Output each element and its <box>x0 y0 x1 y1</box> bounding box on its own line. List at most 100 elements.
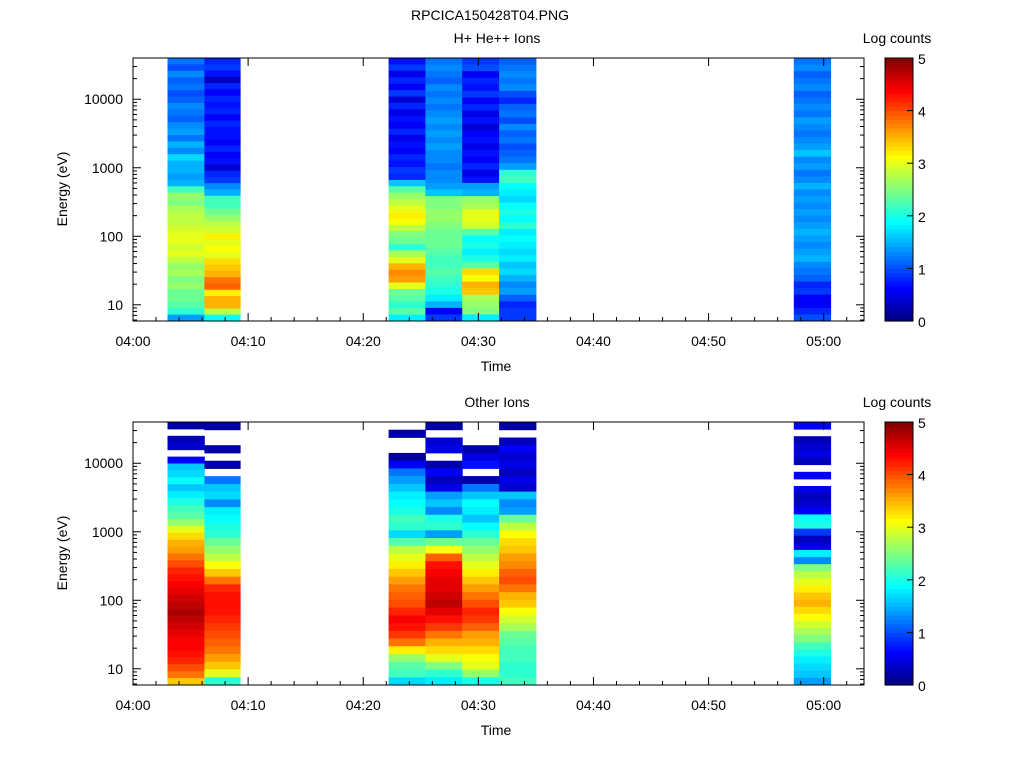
colorbar-segment <box>885 632 913 638</box>
heatmap-cell <box>388 669 426 678</box>
heatmap-cell <box>499 630 537 640</box>
heatmap-cell <box>425 84 463 92</box>
heatmap-cell <box>204 245 241 253</box>
heatmap-cell <box>793 443 832 451</box>
colorbar-segment <box>885 649 913 655</box>
x-tick-label: 04:20 <box>346 697 381 713</box>
colorbar-segment <box>885 553 913 559</box>
heatmap-cell <box>388 256 426 264</box>
heatmap-cell <box>425 445 463 454</box>
x-tick-label: 04:20 <box>346 333 381 349</box>
heatmap-cell <box>462 202 500 210</box>
colorbar-segment <box>885 180 913 186</box>
heatmap-cell <box>388 141 426 149</box>
heatmap-cell <box>167 250 205 258</box>
colorbar-tick-label: 3 <box>918 156 926 172</box>
heatmap-cell <box>462 460 500 469</box>
heatmap-cell <box>388 282 426 290</box>
colorbar-segment <box>885 522 913 528</box>
heatmap-cell <box>167 498 205 506</box>
axes: 04:00 04:10 04:20 04:30 04:40 04:50 05:00 10 100… <box>84 421 865 713</box>
heatmap-cell <box>793 281 832 289</box>
heatmap-cell <box>462 189 500 197</box>
heatmap-cell <box>167 269 205 277</box>
heatmap-cell <box>425 422 463 431</box>
colorbar-segment <box>885 79 913 85</box>
heatmap-cell <box>462 599 500 609</box>
x-tick-label: 04:30 <box>461 697 496 713</box>
heatmap-cell <box>793 301 832 309</box>
heatmap-cell <box>388 288 426 296</box>
heatmap-cell <box>425 514 463 523</box>
heatmap-cell <box>425 110 463 118</box>
heatmap-cell <box>204 491 241 500</box>
heatmap-cell <box>499 110 537 118</box>
heatmap-cell <box>204 277 241 284</box>
heatmap-cell <box>388 561 426 570</box>
x-tick-label: 04:10 <box>231 697 266 713</box>
colorbar-segment <box>885 579 913 585</box>
heatmap-cell <box>204 669 241 678</box>
heatmap-cell <box>167 484 205 492</box>
heatmap-cell <box>793 64 832 72</box>
x-axis-label: Time <box>481 358 512 374</box>
heatmap-cell <box>425 182 463 190</box>
colorbar-segment <box>885 671 913 677</box>
heatmap-cell <box>204 89 241 97</box>
heatmap-cell <box>167 512 205 520</box>
heatmap-cell <box>462 288 500 296</box>
heatmap-cell <box>462 584 500 593</box>
heatmap-cell <box>167 615 205 624</box>
heatmap-cell <box>462 314 500 322</box>
heatmap-cell <box>462 677 500 686</box>
colorbar-segment <box>885 610 913 616</box>
heatmap-cell <box>204 120 241 128</box>
heatmap-cell <box>499 143 537 151</box>
heatmap-cell <box>462 182 500 190</box>
heatmap-cell <box>793 228 832 236</box>
colorbar-segment <box>885 237 913 243</box>
heatmap-cell <box>793 130 832 138</box>
heatmap-cell <box>204 151 241 159</box>
heatmap-cell <box>499 677 537 686</box>
heatmap-cell <box>425 538 463 547</box>
heatmap-cell <box>793 123 832 131</box>
heatmap-cell <box>793 294 832 302</box>
heatmap-cell <box>167 636 205 644</box>
colorbar-segment <box>885 448 913 454</box>
colorbar-segment <box>885 623 913 629</box>
heatmap-cell <box>167 128 205 136</box>
heatmap-cell <box>425 215 463 223</box>
colorbar-segment <box>885 255 913 261</box>
heatmap-cell <box>167 622 205 631</box>
heatmap-cell <box>793 557 832 565</box>
heatmap-cell <box>462 445 500 454</box>
heatmap-cell <box>462 623 500 632</box>
heatmap-cell <box>388 58 426 65</box>
colorbar-tick-label: 4 <box>918 468 926 484</box>
colorbar-segment <box>885 483 913 489</box>
heatmap-cell <box>388 491 426 500</box>
heatmap-cell <box>793 248 832 256</box>
heatmap-cell <box>425 222 463 230</box>
heatmap-cell <box>167 186 205 194</box>
heatmap-cell <box>425 235 463 243</box>
heatmap-cell <box>204 677 241 686</box>
heatmap-cell <box>388 154 426 162</box>
heatmap-cell <box>388 96 426 104</box>
heatmap-cell <box>388 476 426 485</box>
heatmap-cell <box>793 156 832 164</box>
colorbar-segment <box>885 268 913 274</box>
colorbar-segment <box>885 658 913 664</box>
colorbar-segment <box>885 641 913 647</box>
colorbar-tick-label: 1 <box>918 261 926 277</box>
heatmap-cell <box>462 130 500 138</box>
heatmap-cell <box>388 231 426 239</box>
heatmap-cell <box>167 212 205 219</box>
heatmap-cell <box>388 250 426 258</box>
x-tick-label: 05:00 <box>806 333 841 349</box>
colorbar-segment <box>885 198 913 204</box>
heatmap-cell <box>167 463 205 471</box>
heatmap-cell <box>793 521 832 530</box>
